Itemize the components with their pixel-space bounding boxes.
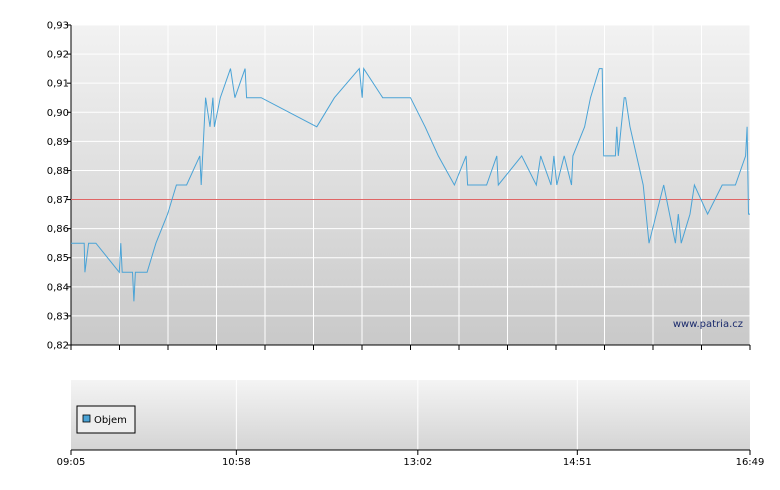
- y-tick-label: 0,86: [47, 224, 69, 235]
- y-tick-label: 0,91: [47, 79, 69, 90]
- volume-grid: [235, 380, 578, 450]
- y-tick-label: 0,90: [47, 108, 69, 119]
- time-tick-label: 09:05: [57, 457, 86, 468]
- legend-swatch-objem: [82, 414, 91, 423]
- y-tick-label: 0,82: [47, 341, 69, 352]
- y-tick-label: 0,87: [47, 195, 69, 206]
- legend-label-objem: Objem: [94, 415, 127, 426]
- price-series-line: [71, 67, 750, 302]
- y-tick-label: 0,84: [47, 282, 69, 293]
- y-tick-label: 0,83: [47, 311, 69, 322]
- y-tick-label: 0,88: [47, 166, 69, 177]
- price-x-axis-marks: [70, 345, 751, 350]
- y-tick-label: 0,92: [47, 50, 69, 61]
- volume-legend: Objem: [76, 405, 136, 434]
- time-tick-label: 16:49: [736, 457, 765, 468]
- y-tick-label: 0,89: [47, 137, 69, 148]
- time-tick-label: 14:51: [563, 457, 592, 468]
- y-tick-label: 0,93: [47, 21, 69, 32]
- price-grid: [71, 24, 751, 345]
- y-tick-label: 0,85: [47, 253, 69, 264]
- time-tick-label: 13:02: [403, 457, 432, 468]
- time-axis-labels: 09:05 10:58 13:02 14:51 16:49: [57, 450, 765, 468]
- volume-plot-area: [71, 380, 750, 450]
- watermark: www.patria.cz: [673, 319, 743, 330]
- price-y-axis: 0,82 0,83 0,84 0,85 0,86 0,87 0,88 0,89 0,90 0,91…: [47, 21, 72, 352]
- time-tick-label: 10:58: [222, 457, 251, 468]
